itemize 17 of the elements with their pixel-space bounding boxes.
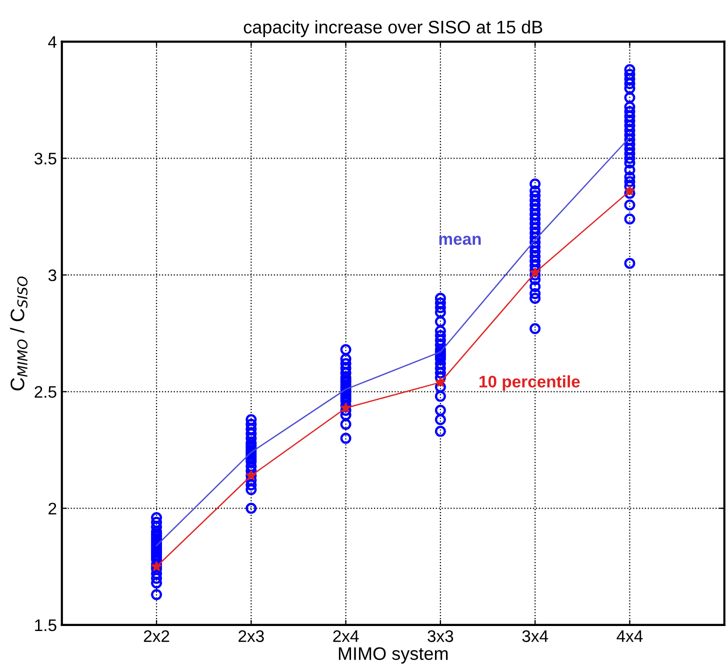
x-tick-label: 2x3 bbox=[238, 630, 264, 642]
text: mean bbox=[439, 236, 481, 245]
y-tick-label: 2 bbox=[48, 502, 56, 514]
y-tick-label: 4 bbox=[48, 36, 57, 48]
x-tick-label: 2x2 bbox=[144, 630, 170, 642]
chart-title: capacity increase over SISO at 15 dB bbox=[244, 20, 542, 38]
y-tick-label: 1.5 bbox=[35, 620, 56, 632]
y-tick-label: 3.5 bbox=[34, 152, 56, 165]
x-tick-label: 4x4 bbox=[616, 630, 643, 642]
y-tick-label: 2.5 bbox=[34, 386, 56, 398]
series-label: 10 percentile bbox=[480, 375, 580, 391]
x-tick-label: 2x4 bbox=[333, 630, 359, 642]
x-tick-label: 3x3 bbox=[428, 630, 454, 642]
y-tick-label: 3 bbox=[48, 269, 56, 282]
x-tick-label: 3x4 bbox=[522, 630, 548, 642]
x-axis-title: MIMO system bbox=[338, 647, 448, 664]
y-axis-title: C$_{MIMO}$ / C$_{SISO}$ bbox=[10, 276, 28, 390]
